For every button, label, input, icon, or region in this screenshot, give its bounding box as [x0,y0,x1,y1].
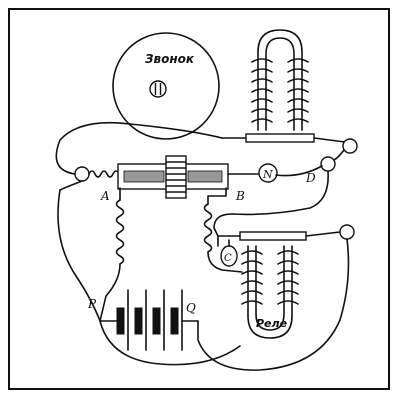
relay: Реле [239,224,355,339]
relay-coil-left [241,250,263,305]
battery: P Q [87,289,199,351]
bell-screw-icon [149,80,167,98]
inductor-right [203,187,227,253]
coherer: N A B [74,155,278,203]
bell-contact-terminal [342,138,358,154]
coherer-terminal-left [74,166,90,182]
bell-coil-left [251,58,273,123]
relay-label: Реле [256,317,288,330]
bell-coil-right [287,58,309,123]
diagram-frame [8,8,390,390]
bell-label: Звонок [145,52,195,66]
cell-c: C [217,235,241,267]
coherer-n-terminal: N [258,163,278,183]
wiring [55,121,350,371]
relay-contact-terminal [339,224,355,240]
relay-armature [239,231,307,241]
relay-coil-right [277,250,299,305]
label-q: Q [186,301,196,315]
coherer-tapper-coil [165,155,187,199]
coherer-filings-right [187,170,223,183]
bell: Звонок [112,32,220,140]
label-n: N [262,168,273,181]
coherer-filings-left [123,170,165,183]
inductor-left [115,187,125,265]
label-b: B [235,189,245,203]
bell-armature [245,133,315,143]
label-a: A [100,189,110,203]
label-d: D [305,171,316,185]
bell-electromagnet [221,29,358,154]
label-c: C [224,253,232,264]
